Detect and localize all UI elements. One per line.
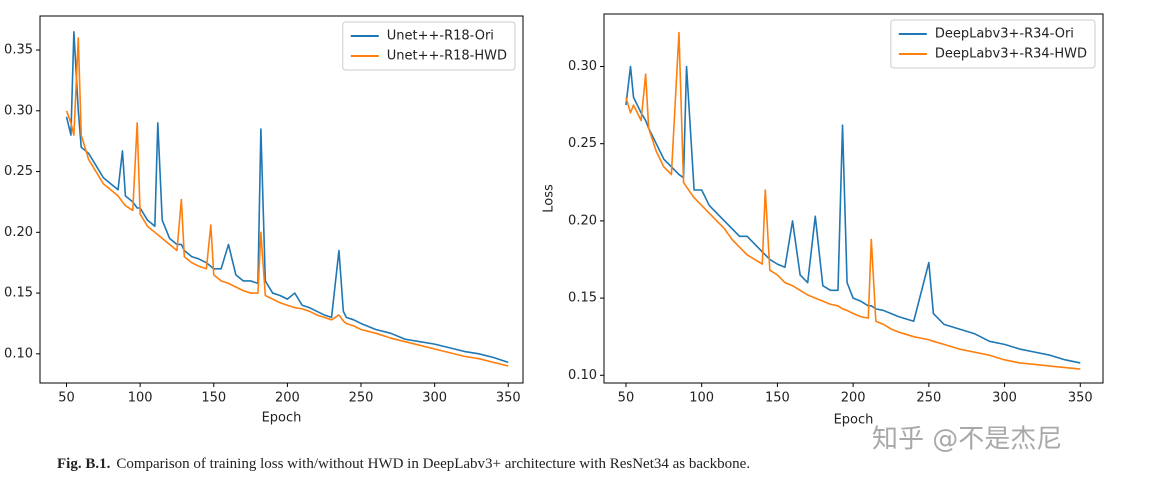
legend-label: Unet++-R18-HWD bbox=[387, 49, 507, 64]
x-axis-label: Epoch bbox=[262, 411, 302, 426]
y-tick-label: 0.20 bbox=[4, 225, 33, 240]
caption-label: Fig. B.1. bbox=[57, 456, 111, 472]
legend: DeepLabv3+-R34-Ori DeepLabv3+-R34-HWD bbox=[890, 19, 1096, 69]
x-tick-label: 300 bbox=[992, 391, 1017, 406]
line-series bbox=[65, 37, 509, 367]
y-tick-label: 0.25 bbox=[4, 164, 33, 179]
x-tick-label: 250 bbox=[916, 391, 941, 406]
x-tick-label: 250 bbox=[349, 391, 374, 406]
y-tick-label: 0.10 bbox=[4, 346, 33, 361]
x-tick-label: 150 bbox=[201, 391, 226, 406]
legend-box bbox=[890, 19, 1096, 69]
y-tick-label: 0.25 bbox=[568, 136, 597, 151]
watermark: 知乎 @不是杰尼 bbox=[872, 425, 1062, 455]
x-tick-label: 300 bbox=[422, 391, 447, 406]
legend-label: Unet++-R18-Ori bbox=[387, 29, 494, 44]
x-tick-label: 50 bbox=[618, 391, 635, 406]
x-tick-label: 200 bbox=[275, 391, 300, 406]
caption-text: Comparison of training loss with/without… bbox=[116, 456, 750, 472]
x-axis-label: Epoch bbox=[834, 413, 874, 428]
x-tick-label: 350 bbox=[496, 391, 521, 406]
plot-frame bbox=[603, 13, 1104, 384]
x-tick-label: 100 bbox=[128, 391, 153, 406]
line-series bbox=[625, 31, 1081, 370]
y-axis-label: Loss bbox=[542, 184, 557, 213]
x-tick-label: 200 bbox=[841, 391, 866, 406]
x-tick-label: 100 bbox=[689, 391, 714, 406]
x-tick-label: 350 bbox=[1068, 391, 1093, 406]
legend-label: DeepLabv3+-R34-HWD bbox=[935, 47, 1087, 62]
legend: Unet++-R18-Ori Unet++-R18-HWD bbox=[342, 21, 516, 71]
legend-label: DeepLabv3+-R34-Ori bbox=[935, 27, 1074, 42]
legend-box bbox=[342, 21, 516, 71]
y-tick-label: 0.15 bbox=[4, 286, 33, 301]
x-tick-label: 50 bbox=[58, 391, 75, 406]
line-series bbox=[625, 65, 1081, 364]
y-tick-label: 0.35 bbox=[4, 43, 33, 58]
y-tick-label: 0.30 bbox=[568, 59, 597, 74]
line-series bbox=[65, 31, 509, 364]
plot-frame bbox=[39, 15, 524, 384]
y-tick-label: 0.10 bbox=[568, 368, 597, 383]
y-tick-label: 0.30 bbox=[4, 103, 33, 118]
y-tick-label: 0.15 bbox=[568, 291, 597, 306]
y-tick-label: 0.20 bbox=[568, 213, 597, 228]
x-tick-label: 150 bbox=[765, 391, 790, 406]
caption: Fig. B.1. Comparison of training loss wit… bbox=[57, 456, 750, 472]
